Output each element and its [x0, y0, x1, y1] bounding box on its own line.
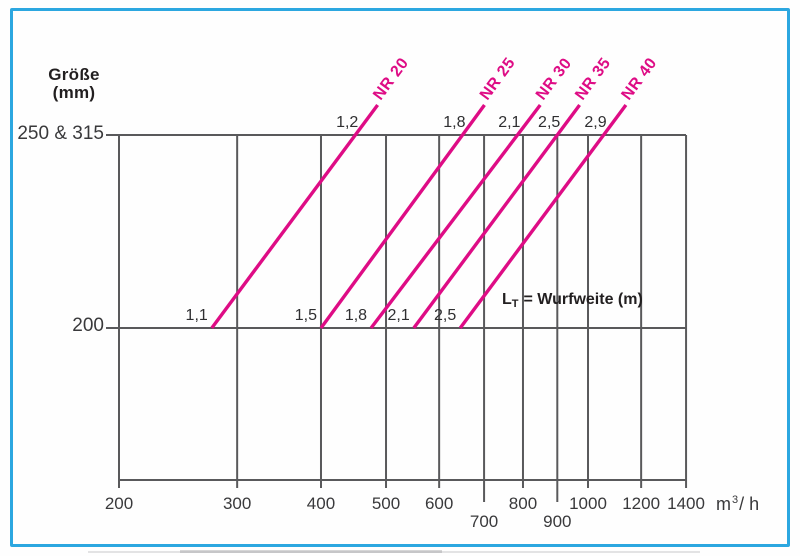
- page-border: [10, 8, 790, 547]
- x-tick-label-1400: 1400: [667, 494, 705, 513]
- y-label-250-315: 250 & 315: [17, 123, 104, 144]
- y-axis-title-line1: Größe: [48, 65, 100, 84]
- wurfweite-value-bottom-nr-20: 1,1: [186, 307, 208, 324]
- x-tick-label-900: 900: [543, 512, 571, 531]
- x-tick-label-200: 200: [105, 494, 133, 513]
- series-line-nr-35: [412, 103, 581, 330]
- y-axis-title-line2: (mm): [52, 83, 96, 102]
- wurfweite-value-top-nr-25: 1,8: [443, 114, 465, 131]
- wurfweite-value-top-nr-30: 2,1: [498, 114, 520, 131]
- x-tick-label-1200: 1200: [622, 494, 660, 513]
- wurfweite-symbol: L: [502, 291, 512, 308]
- wurfweite-value-bottom-nr-40: 2,5: [434, 307, 456, 324]
- x-tick-label-700: 700: [470, 512, 498, 531]
- series-label-nr-30: NR 30: [533, 55, 575, 103]
- series-label-nr-40: NR 40: [618, 55, 660, 104]
- x-axis-unit-denominator: / h: [739, 494, 760, 514]
- series-line-nr-20: [210, 103, 379, 330]
- x-axis-unit-base: m: [716, 494, 731, 514]
- series-line-nr-30: [369, 103, 542, 330]
- x-tick-label-800: 800: [509, 494, 537, 513]
- wurfweite-symbol-sub: T: [511, 298, 519, 310]
- y-label-200: 200: [72, 315, 104, 336]
- series-line-nr-40: [458, 103, 628, 330]
- scan-artifact: [88, 551, 700, 553]
- wurfweite-value-bottom-nr-25: 1,5: [295, 307, 317, 324]
- wurfweite-value-top-nr-40: 2,9: [584, 114, 606, 131]
- scan-artifact: [180, 550, 442, 553]
- wurfweite-value-bottom-nr-30: 1,8: [345, 307, 367, 324]
- series-line-nr-25: [319, 103, 486, 330]
- wurfweite-value-top-nr-35: 2,5: [538, 114, 560, 131]
- x-tick-label-500: 500: [372, 494, 400, 513]
- wurfweite-value-bottom-nr-35: 2,1: [388, 307, 410, 324]
- wurfweite-value-top-nr-20: 1,2: [336, 114, 358, 131]
- series-label-nr-20: NR 20: [370, 55, 412, 104]
- wurfweite-legend-text: = Wurfweite (m): [523, 291, 643, 308]
- series-label-nr-35: NR 35: [572, 55, 614, 104]
- x-tick-label-1000: 1000: [569, 494, 607, 513]
- x-axis-unit-exponent: 3: [732, 494, 739, 506]
- wurfweite-legend: LT = Wurfweite (m): [502, 291, 643, 310]
- series-label-nr-25: NR 25: [477, 55, 519, 104]
- y-axis-title: Größe (mm): [28, 66, 120, 102]
- x-tick-label-400: 400: [307, 494, 335, 513]
- x-axis-unit: m3/ h: [716, 494, 759, 515]
- x-tick-label-300: 300: [223, 494, 251, 513]
- x-tick-label-600: 600: [425, 494, 453, 513]
